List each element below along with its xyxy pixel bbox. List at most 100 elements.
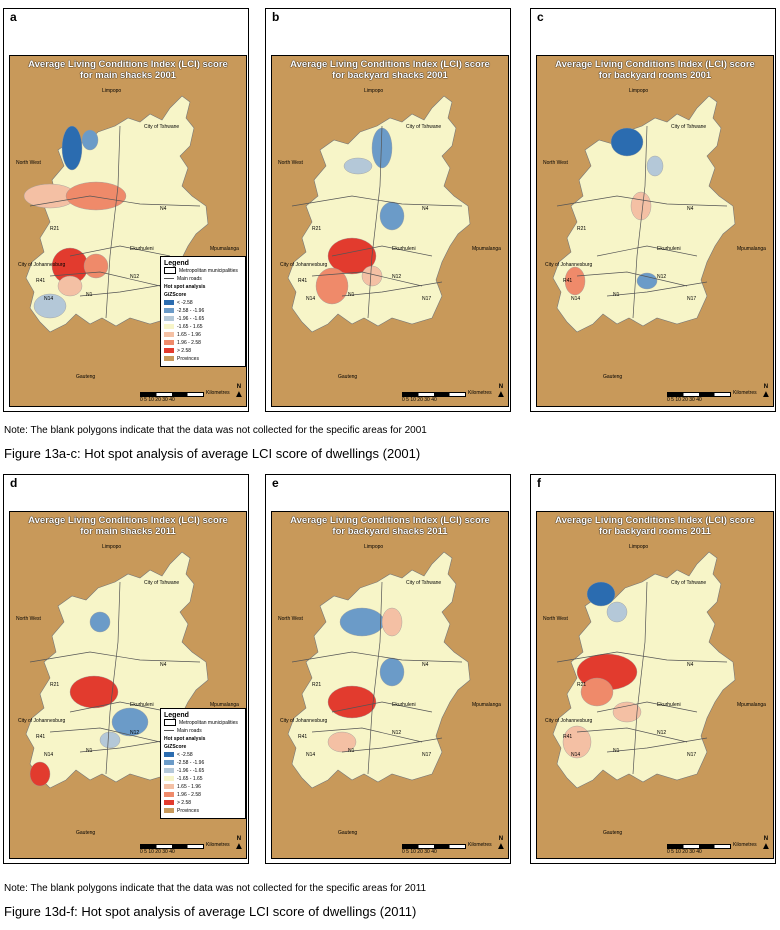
hotspot-area <box>379 201 405 231</box>
legend-class: > 2.58 <box>164 347 242 355</box>
legend-metro: Metropolitan municipalities <box>164 719 242 727</box>
caption-2011: Figure 13d-f: Hot spot analysis of avera… <box>4 904 417 919</box>
place-label-n12: N12 <box>657 274 667 280</box>
main-road <box>331 245 433 257</box>
place-label-r41: R41 <box>298 278 308 284</box>
place-label-johannesburg: City of Johannesburg <box>280 262 328 268</box>
scale-unit: Kilometres <box>206 842 230 848</box>
hotspot-area <box>33 293 67 319</box>
place-label-limpopo: Limpopo <box>102 544 122 550</box>
hotspot-area <box>61 125 83 171</box>
hotspot-area <box>606 601 628 623</box>
scale-unit: Kilometres <box>206 390 230 396</box>
hotspot-map: Average Living Conditions Index (LCI) sc… <box>271 511 509 859</box>
main-road <box>596 245 698 257</box>
legend-class: -1.96 - -1.65 <box>164 315 242 323</box>
scale-unit: Kilometres <box>468 390 492 396</box>
hotspot-area <box>89 611 111 633</box>
legend-class: -1.96 - -1.65 <box>164 767 242 775</box>
main-road <box>49 271 161 287</box>
panel-label: a <box>10 10 17 24</box>
place-label-gauteng: Gauteng <box>338 830 358 836</box>
hotspot-area <box>586 581 616 607</box>
scale-ticks: 0 5 10 20 30 40 <box>402 849 437 855</box>
legend-swatch <box>164 308 174 314</box>
scale-bar: 0 5 10 20 30 40 Kilometres <box>667 390 757 403</box>
hotspot-area <box>612 701 642 723</box>
hotspot-area <box>81 129 99 151</box>
legend-hotspot: Hot spot analysis <box>164 736 206 742</box>
place-label-n12: N12 <box>657 730 667 736</box>
legend-swatch <box>164 324 174 330</box>
hotspot-area <box>564 266 586 296</box>
metro-region <box>552 551 736 789</box>
place-label-northwest: North West <box>16 616 41 622</box>
main-road <box>29 651 201 663</box>
place-label-n17: N17 <box>687 296 697 302</box>
panel-c: c Average Living Conditions Index (LCI) … <box>530 8 776 412</box>
legend-class: < -2.58 <box>164 299 242 307</box>
main-road <box>311 271 423 287</box>
north-arrow-icon: N ▲ <box>496 836 506 852</box>
main-road <box>556 651 728 663</box>
legend-title: Legend <box>164 260 189 267</box>
scale-ticks: 0 5 10 20 30 40 <box>402 397 437 403</box>
legend-swatch <box>164 768 174 774</box>
place-label-tshwane: City of Tshwane <box>671 124 707 130</box>
legend-swatch <box>164 752 174 758</box>
main-road <box>331 701 433 713</box>
legend-class: -2.58 - -1.96 <box>164 759 242 767</box>
panel-label: d <box>10 476 18 490</box>
legend-class: 1.65 - 1.96 <box>164 783 242 791</box>
place-label-tshwane: City of Tshwane <box>406 124 442 130</box>
legend-class: 1.96 - 2.58 <box>164 791 242 799</box>
legend-roads: Main roads <box>164 727 242 735</box>
legend-swatch <box>164 332 174 338</box>
place-label-johannesburg: City of Johannesburg <box>18 718 66 724</box>
main-road <box>367 581 383 775</box>
main-road <box>632 581 648 775</box>
place-label-gauteng: Gauteng <box>603 374 623 380</box>
caption-2001: Figure 13a-c: Hot spot analysis of avera… <box>4 446 421 461</box>
scale-bar: 0 5 10 20 30 40 Kilometres <box>402 390 492 403</box>
place-label-n14: N14 <box>44 752 54 758</box>
place-label-n14: N14 <box>571 752 581 758</box>
map-title: Average Living Conditions Index (LCI) sc… <box>290 59 490 81</box>
panel-a: a Average Living Conditions Index (LCI) … <box>3 8 249 412</box>
map-title: Average Living Conditions Index (LCI) sc… <box>290 515 490 537</box>
place-label-n1: N1 <box>86 292 93 298</box>
place-label-r21: R21 <box>577 682 587 688</box>
place-label-johannesburg: City of Johannesburg <box>280 718 328 724</box>
map-svg <box>552 551 736 789</box>
place-label-ekurhuleni: Ekurhuleni <box>657 702 681 708</box>
map-svg <box>287 95 471 333</box>
panel-label: f <box>537 476 541 490</box>
main-road <box>29 195 201 207</box>
legend-class: > 2.58 <box>164 799 242 807</box>
legend-gizscore: GiZScore <box>164 292 187 298</box>
place-label-n4: N4 <box>160 662 167 668</box>
scale-ticks: 0 5 10 20 30 40 <box>667 397 702 403</box>
hotspot-map: Average Living Conditions Index (LCI) sc… <box>9 511 247 859</box>
north-arrow-icon: N ▲ <box>234 384 244 400</box>
hotspot-area <box>99 731 121 749</box>
hotspot-area <box>381 607 403 637</box>
scale-ticks: 0 5 10 20 30 40 <box>140 397 175 403</box>
legend-swatch <box>164 348 174 354</box>
hotspot-map: Average Living Conditions Index (LCI) sc… <box>271 55 509 407</box>
place-label-n17: N17 <box>687 752 697 758</box>
hotspot-area <box>69 675 119 709</box>
panel-f: f Average Living Conditions Index (LCI) … <box>530 474 776 864</box>
place-label-gauteng: Gauteng <box>76 830 96 836</box>
place-label-r41: R41 <box>36 278 46 284</box>
place-label-tshwane: City of Tshwane <box>671 580 707 586</box>
hotspot-map: Average Living Conditions Index (LCI) sc… <box>9 55 247 407</box>
legend-metro: Metropolitan municipalities <box>164 267 242 275</box>
place-label-n4: N4 <box>160 206 167 212</box>
place-label-n12: N12 <box>130 274 140 280</box>
main-road <box>367 125 383 319</box>
place-label-r41: R41 <box>298 734 308 740</box>
main-road <box>596 701 698 713</box>
place-label-gauteng: Gauteng <box>338 374 358 380</box>
main-road <box>576 727 688 743</box>
